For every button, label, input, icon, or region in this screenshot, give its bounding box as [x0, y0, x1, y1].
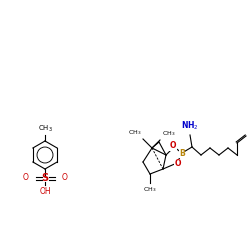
Text: OH: OH	[39, 188, 51, 196]
Text: NH$_2$: NH$_2$	[181, 120, 199, 132]
Text: CH$_3$: CH$_3$	[128, 128, 141, 137]
Text: O: O	[170, 142, 176, 150]
Text: O: O	[62, 174, 68, 182]
Text: S: S	[42, 173, 48, 183]
Text: O: O	[22, 174, 28, 182]
Text: CH$_3$: CH$_3$	[143, 185, 157, 194]
Text: B: B	[179, 148, 185, 158]
Text: O: O	[175, 160, 181, 168]
Text: CH$_3$: CH$_3$	[162, 129, 175, 138]
Text: CH$_3$: CH$_3$	[38, 123, 52, 134]
